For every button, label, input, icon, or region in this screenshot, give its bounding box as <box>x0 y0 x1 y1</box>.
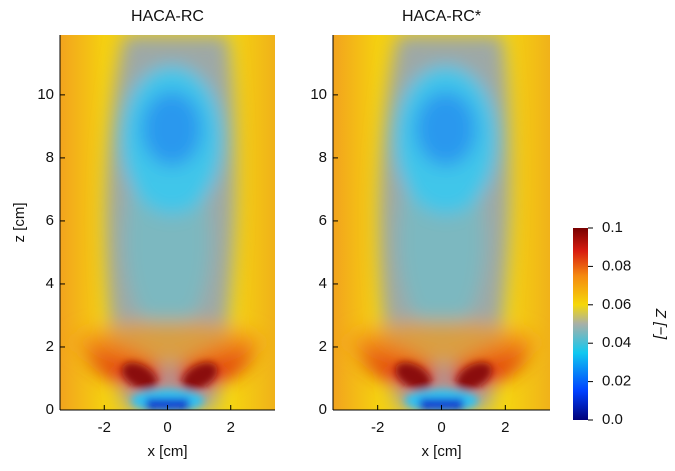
heatmap <box>333 35 550 410</box>
y-tick-label: 0 <box>46 401 54 418</box>
x-tick-label: 0 <box>437 419 445 436</box>
colorbar-tick-label: 0.0 <box>602 411 623 428</box>
x-tick-label: 0 <box>163 419 171 436</box>
y-tick-label: 6 <box>46 212 54 229</box>
x-axis-label: x [cm] <box>422 443 462 460</box>
colorbar-label: Z [−] <box>652 308 669 340</box>
y-tick-label: 4 <box>46 275 54 292</box>
nozzle <box>419 398 464 410</box>
colorbar-tick-label: 0.04 <box>602 334 631 351</box>
colorbar-tick-label: 0.08 <box>602 257 631 274</box>
jet-core-right <box>456 362 492 391</box>
y-tick-label: 8 <box>319 149 327 166</box>
jet-core-right <box>182 362 218 390</box>
field-layer <box>70 35 265 410</box>
y-tick-label: 8 <box>46 149 54 166</box>
y-tick-label: 10 <box>310 86 327 103</box>
field-detail <box>121 362 218 410</box>
plume-core-deep <box>415 91 477 167</box>
y-tick-label: 6 <box>319 212 327 229</box>
y-tick-label: 2 <box>319 338 327 355</box>
x-tick-label: -2 <box>371 419 384 436</box>
plume-core-deep <box>141 91 202 167</box>
x-axis-label: x [cm] <box>148 443 188 460</box>
chart-title: HACA-RC* <box>402 8 481 25</box>
colorbar-tick-label: 0.1 <box>602 219 623 236</box>
y-tick-label: 4 <box>319 275 327 292</box>
chart-title: HACA-RC <box>131 8 204 25</box>
y-tick-label: 10 <box>37 86 54 103</box>
y-axis-label: z [cm] <box>11 203 28 243</box>
colorbar <box>573 228 588 420</box>
flank <box>343 320 540 365</box>
jet-core-left <box>121 362 158 390</box>
field-layer <box>343 35 540 410</box>
x-tick-label: 2 <box>501 419 509 436</box>
colorbar-tick-label: 0.06 <box>602 296 631 313</box>
field-detail <box>395 362 492 410</box>
y-tick-label: 0 <box>319 401 327 418</box>
nozzle <box>146 398 189 410</box>
x-tick-label: 2 <box>227 419 235 436</box>
colorbar-tick-label: 0.02 <box>602 373 631 390</box>
jet-core-left <box>395 362 432 391</box>
flank <box>70 320 265 365</box>
heatmap <box>60 35 275 410</box>
y-tick-label: 2 <box>46 338 54 355</box>
x-tick-label: -2 <box>98 419 111 436</box>
